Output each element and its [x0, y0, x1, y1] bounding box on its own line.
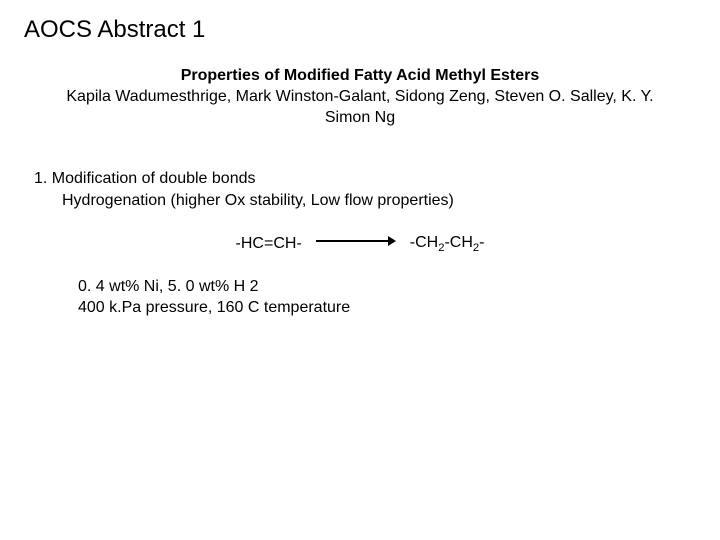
arrow-icon: [316, 234, 396, 253]
slide-content: AOCS Abstract 1 Properties of Modified F…: [0, 0, 720, 319]
conditions-block: 0. 4 wt% Ni, 5. 0 wt% H 2 400 k.Pa press…: [78, 276, 696, 319]
section-1-heading: 1. Modification of double bonds: [34, 168, 696, 190]
reaction-right-part-a: -CH: [410, 234, 438, 251]
header-block: Properties of Modified Fatty Acid Methyl…: [64, 66, 656, 128]
authors-line: Kapila Wadumesthrige, Mark Winston-Galan…: [64, 87, 656, 129]
reaction-equation: -HC=CH- -CH2-CH2-: [24, 234, 696, 254]
reaction-right-part-c: -: [479, 234, 484, 251]
reaction-right-part-b: -CH: [444, 234, 472, 251]
section-1-sub: Hydrogenation (higher Ox stability, Low …: [62, 190, 696, 212]
slide-title: AOCS Abstract 1: [24, 16, 696, 44]
conditions-line-1: 0. 4 wt% Ni, 5. 0 wt% H 2: [78, 276, 696, 298]
reaction-right: -CH2-CH2-: [410, 234, 485, 254]
conditions-line-2: 400 k.Pa pressure, 160 C temperature: [78, 297, 696, 319]
paper-title: Properties of Modified Fatty Acid Methyl…: [64, 66, 656, 87]
section-1: 1. Modification of double bonds Hydrogen…: [34, 168, 696, 211]
reaction-left: -HC=CH-: [236, 235, 302, 253]
